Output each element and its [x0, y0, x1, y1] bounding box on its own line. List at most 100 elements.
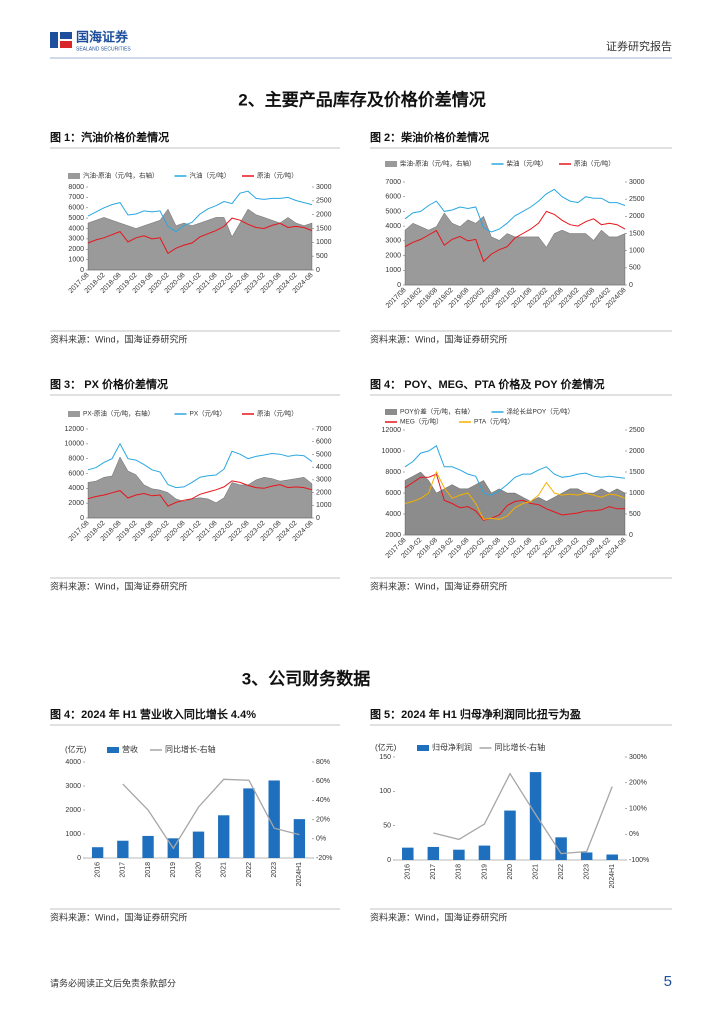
y-tick-label: 0 — [387, 857, 391, 864]
x-tick-label: 2022 — [558, 864, 565, 880]
y2-tick-label: 500 — [316, 253, 328, 260]
legend-label: 同比增长-右轴 — [495, 742, 546, 752]
y-tick-label: 4000 — [385, 511, 401, 518]
y-tick-label: 8000 — [68, 456, 84, 463]
legend-label: 原油（元/吨） — [257, 409, 298, 418]
line — [87, 480, 313, 507]
y-tick-label: 12000 — [382, 427, 402, 434]
figure-caption: 图 2：柴油价格价差情况 — [370, 130, 489, 144]
line — [404, 210, 626, 263]
y2-tick-label: 80% — [316, 759, 330, 766]
logo-english: SEALAND SECURITIES — [76, 46, 131, 52]
legend-swatch — [68, 173, 80, 179]
logo-name: 国海证券 — [76, 29, 129, 44]
y2-tick-label: 5000 — [316, 451, 332, 458]
legend-swatch — [385, 409, 397, 415]
y2-tick-label: 6000 — [316, 439, 332, 446]
bar — [91, 847, 104, 858]
y2-tick-label: 2000 — [629, 213, 645, 220]
bar — [478, 845, 491, 860]
y-tick-label: 6000 — [385, 490, 401, 497]
legend-label: PTA（元/吨） — [474, 417, 514, 426]
y-tick-label: 4000 — [68, 485, 84, 492]
bar — [218, 815, 230, 858]
y-tick-label: 50 — [383, 823, 391, 830]
bar — [192, 831, 205, 858]
legend-swatch — [68, 411, 80, 417]
bar — [453, 849, 465, 860]
y-unit: (亿元) — [375, 742, 397, 752]
figure-source: 资料来源：Wind，国海证券研究所 — [370, 580, 508, 591]
y-tick-label: 0 — [80, 515, 84, 522]
line — [404, 473, 625, 521]
y-tick-label: 4000 — [65, 759, 81, 766]
legend-label: 汽油-原油（元/吨，右轴） — [83, 171, 158, 180]
bar — [580, 852, 593, 860]
y2-tick-label: 1500 — [316, 225, 332, 232]
y2-tick-label: 2500 — [629, 196, 645, 203]
y-tick-label: 5000 — [385, 208, 401, 215]
y-tick-label: 4000 — [68, 225, 84, 232]
legend-label: 柴油（元/吨） — [507, 159, 548, 168]
y-tick-label: 7000 — [68, 194, 84, 201]
x-tick-label: 2023 — [584, 864, 591, 880]
y2-tick-label: 2500 — [316, 198, 332, 205]
legend-swatch — [417, 745, 429, 751]
x-tick-label: 2022 — [246, 862, 253, 878]
report-type: 证券研究报告 — [606, 39, 672, 53]
y-tick-label: 12000 — [65, 426, 85, 433]
y2-tick-label: 0 — [316, 515, 320, 522]
legend-label: PX（元/吨） — [190, 409, 226, 418]
y2-tick-label: 100% — [629, 805, 647, 812]
y-tick-label: 150 — [379, 754, 391, 761]
figure-source: 资料来源：Wind，国海证券研究所 — [50, 580, 188, 591]
y2-tick-label: -20% — [316, 855, 332, 862]
disclaimer: 请务必阅读正文后免责条款部分 — [50, 977, 176, 988]
y2-tick-label: 1500 — [629, 230, 645, 237]
bar — [293, 819, 306, 858]
y2-tick-label: 4000 — [316, 464, 332, 471]
y2-tick-label: 3000 — [316, 184, 332, 191]
legend-swatch — [107, 747, 119, 753]
y-tick-label: 6000 — [68, 470, 84, 477]
y-tick-label: 0 — [80, 267, 84, 274]
legend-label: MEG（元/吨） — [400, 417, 443, 426]
y2-tick-label: 2000 — [316, 489, 332, 496]
y-tick-label: 6000 — [385, 194, 401, 201]
line — [433, 772, 613, 855]
x-tick-label: 2018 — [456, 864, 463, 880]
y-tick-label: 8000 — [385, 469, 401, 476]
figure-source: 资料来源：Wind，国海证券研究所 — [370, 333, 508, 344]
y2-tick-label: 0 — [316, 267, 320, 274]
legend-label: 汽油（元/吨） — [190, 171, 231, 180]
bar — [427, 846, 440, 860]
legend-label: 同比增长-右轴 — [165, 744, 216, 754]
y-tick-label: 3000 — [68, 236, 84, 243]
y-tick-label: 2000 — [385, 252, 401, 259]
y2-tick-label: 7000 — [316, 426, 332, 433]
bar — [142, 835, 154, 858]
legend-label: 原油（元/吨） — [574, 159, 615, 168]
bar — [529, 772, 542, 860]
x-tick-label: 2020 — [195, 862, 202, 878]
y-tick-label: 2000 — [68, 500, 84, 507]
legend-label: 营收 — [122, 744, 138, 754]
y-tick-label: 2000 — [65, 807, 81, 814]
y-tick-label: 0 — [77, 855, 81, 862]
y2-tick-label: 0% — [316, 836, 326, 843]
x-tick-label: 2018 — [145, 862, 152, 878]
bar — [606, 854, 618, 860]
y2-tick-label: 2500 — [629, 427, 645, 434]
y2-tick-label: 1000 — [629, 490, 645, 497]
y2-tick-label: 2000 — [316, 212, 332, 219]
figure-source: 资料来源：Wind，国海证券研究所 — [50, 911, 188, 922]
y-tick-label: 5000 — [68, 215, 84, 222]
page-number: 5 — [664, 973, 672, 990]
line — [87, 217, 313, 255]
x-tick-label: 2016 — [94, 862, 101, 878]
y2-tick-label: 2000 — [629, 448, 645, 455]
x-tick-label: 2016 — [405, 864, 412, 880]
y2-tick-label: 1000 — [316, 502, 332, 509]
x-tick-label: 2023 — [271, 862, 278, 878]
y2-tick-label: -100% — [629, 857, 649, 864]
